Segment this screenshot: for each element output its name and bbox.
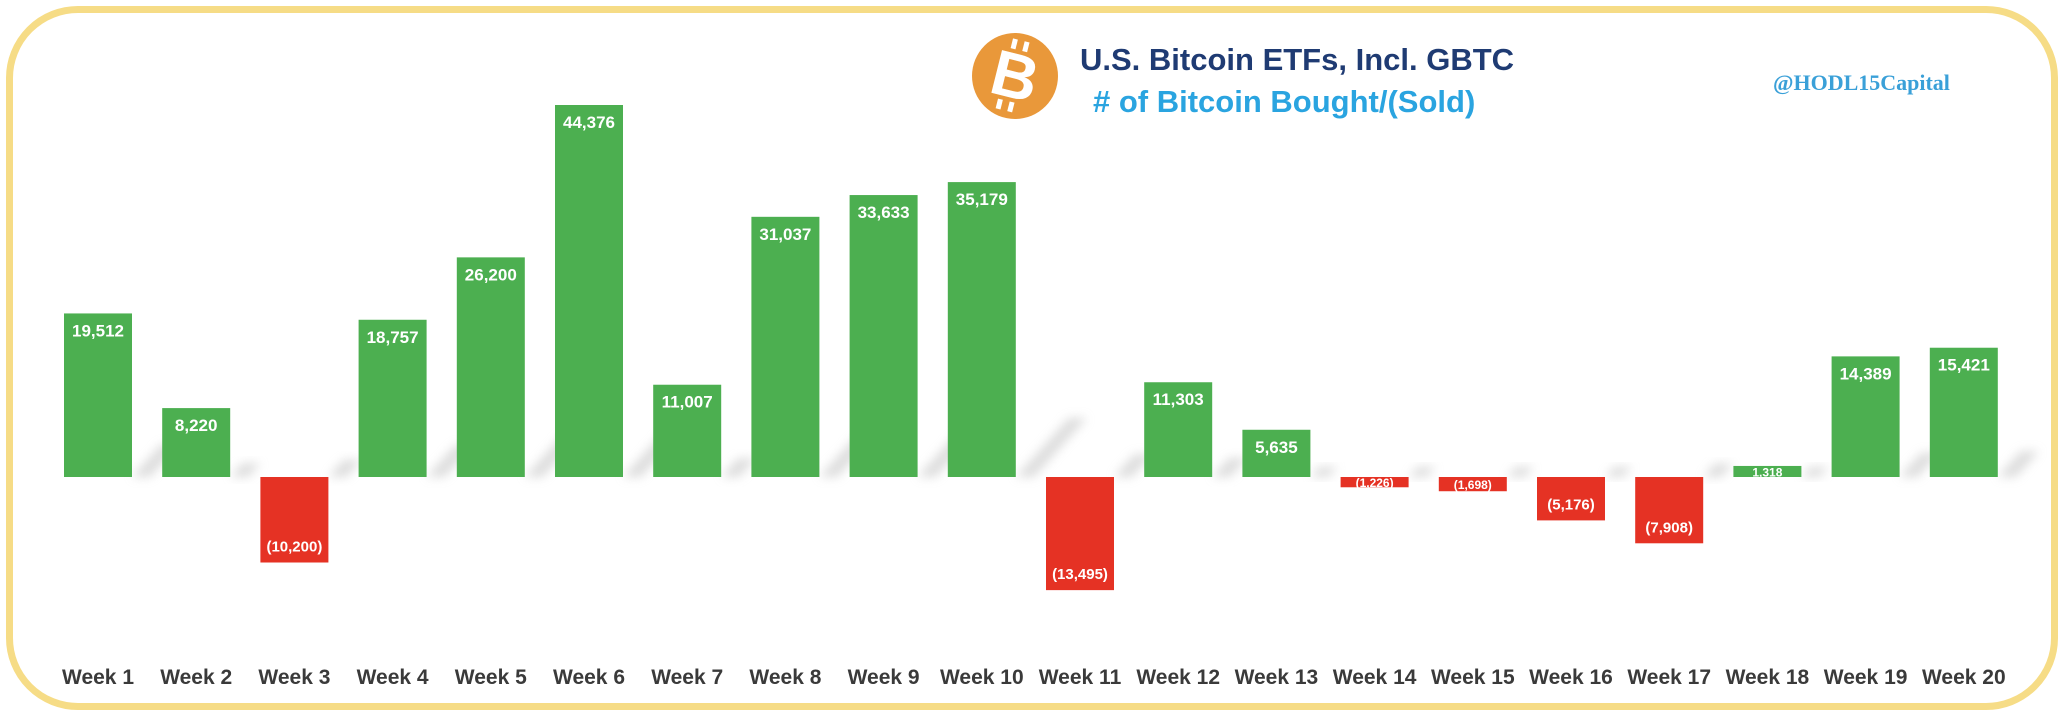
bar-shadow xyxy=(328,459,362,477)
watermark-handle: @HODL15Capital xyxy=(1773,70,1950,95)
bar-shadow xyxy=(1997,451,2040,477)
bar-value-label: (1,698) xyxy=(1454,478,1492,492)
x-tick-label: Week 18 xyxy=(1726,666,1810,689)
bar-value-label: 44,376 xyxy=(563,113,615,132)
bar-value-label: 1,318 xyxy=(1752,465,1782,479)
bar-shadow xyxy=(721,458,756,477)
x-tick-label: Week 20 xyxy=(1922,666,2006,689)
bar-value-label: (5,176) xyxy=(1547,496,1595,513)
chart-title: U.S. Bitcoin ETFs, Incl. GBTC xyxy=(1080,42,1514,77)
bar-value-label: 14,389 xyxy=(1840,364,1892,383)
x-tick-label: Week 17 xyxy=(1627,666,1711,689)
bar-value-label: (7,908) xyxy=(1645,519,1693,536)
bar-shadow xyxy=(1114,454,1153,477)
bar-value-label: (13,495) xyxy=(1052,566,1108,583)
bar-shadow xyxy=(1212,458,1248,477)
bar-week-11 xyxy=(1046,477,1114,591)
bitcoin-logo-icon: B xyxy=(972,33,1058,119)
bar-value-label: 19,512 xyxy=(72,321,124,340)
bar-week-4 xyxy=(358,319,427,477)
bar-week-10 xyxy=(947,182,1016,477)
x-tick-label: Week 1 xyxy=(62,666,134,689)
bar-value-label: 35,179 xyxy=(956,190,1008,209)
bar-week-3 xyxy=(260,477,329,563)
bar-value-label: 18,757 xyxy=(367,328,419,347)
x-tick-label: Week 9 xyxy=(848,666,920,689)
bar-week-16 xyxy=(1537,477,1605,521)
bar-week-18 xyxy=(1733,465,1802,477)
bar-shadow xyxy=(1408,467,1436,477)
bars xyxy=(64,105,1998,591)
bar-value-label: 11,303 xyxy=(1153,390,1204,409)
bar-week-14 xyxy=(1340,477,1409,488)
x-tick-label: Week 6 xyxy=(553,666,625,689)
bar-week-19 xyxy=(1831,356,1900,477)
x-tick-label: Week 2 xyxy=(160,666,232,689)
bar-week-20 xyxy=(1929,347,1998,477)
x-tick-label: Week 8 xyxy=(749,666,821,689)
bar-value-label: 31,037 xyxy=(759,225,811,244)
x-tick-label: Week 19 xyxy=(1824,666,1908,689)
bar-week-17 xyxy=(1635,477,1704,544)
bar-value-label: 33,633 xyxy=(858,203,910,222)
bar-shadow xyxy=(230,463,261,477)
x-tick-label: Week 10 xyxy=(940,666,1024,689)
chart-frame xyxy=(6,6,2058,710)
bar-value-label: (1,226) xyxy=(1356,476,1394,490)
bar-shadow xyxy=(1015,418,1087,477)
bar-value-label: 5,635 xyxy=(1255,438,1298,457)
bar-shadow xyxy=(1703,463,1734,477)
x-tick-label: Week 7 xyxy=(651,666,723,689)
bar-labels: 19,512 8,220 (10,200) 18,757 26,200 44,376 11,… xyxy=(72,113,1990,583)
bar-week-12 xyxy=(1144,382,1213,477)
x-tick-label: Week 12 xyxy=(1136,666,1220,689)
x-tick-label: Week 11 xyxy=(1039,666,1122,689)
bar-week-1 xyxy=(64,313,132,477)
bar-week-2 xyxy=(162,408,231,477)
bar-week-8 xyxy=(751,216,820,477)
x-tick-label: Week 13 xyxy=(1235,666,1319,689)
bar-week-7 xyxy=(653,384,722,477)
bar-week-15 xyxy=(1438,477,1507,492)
x-tick-label: Week 4 xyxy=(357,666,429,689)
bar-shadow xyxy=(1801,467,1829,477)
x-tick-label: Week 16 xyxy=(1529,666,1613,689)
x-tick-label: Week 14 xyxy=(1333,666,1417,689)
chart-subtitle: # of Bitcoin Bought/(Sold) xyxy=(1093,84,1475,119)
bar-value-label: 8,220 xyxy=(175,416,218,435)
bar-value-label: (10,200) xyxy=(266,539,322,556)
bar-shadow xyxy=(1506,467,1534,477)
bar-week-9 xyxy=(849,195,918,477)
bar-value-label: 11,007 xyxy=(662,393,713,412)
x-tick-label: Week 15 xyxy=(1431,666,1515,689)
bar-week-6 xyxy=(555,105,623,477)
x-tick-label: Week 3 xyxy=(258,666,330,689)
x-axis-ticks: Week 1 Week 2 Week 3 Week 4 Week 5 Week 6 Week… xyxy=(62,666,2006,689)
bar-shadow xyxy=(1899,452,1940,477)
bar-shadow xyxy=(1605,467,1632,477)
bar-value-label: 26,200 xyxy=(465,265,517,284)
bar-week-13 xyxy=(1242,429,1311,477)
x-tick-label: Week 5 xyxy=(455,666,527,689)
bar-week-5 xyxy=(456,257,525,477)
bar-value-label: 15,421 xyxy=(1938,356,1990,375)
bar-shadow xyxy=(1310,467,1338,477)
